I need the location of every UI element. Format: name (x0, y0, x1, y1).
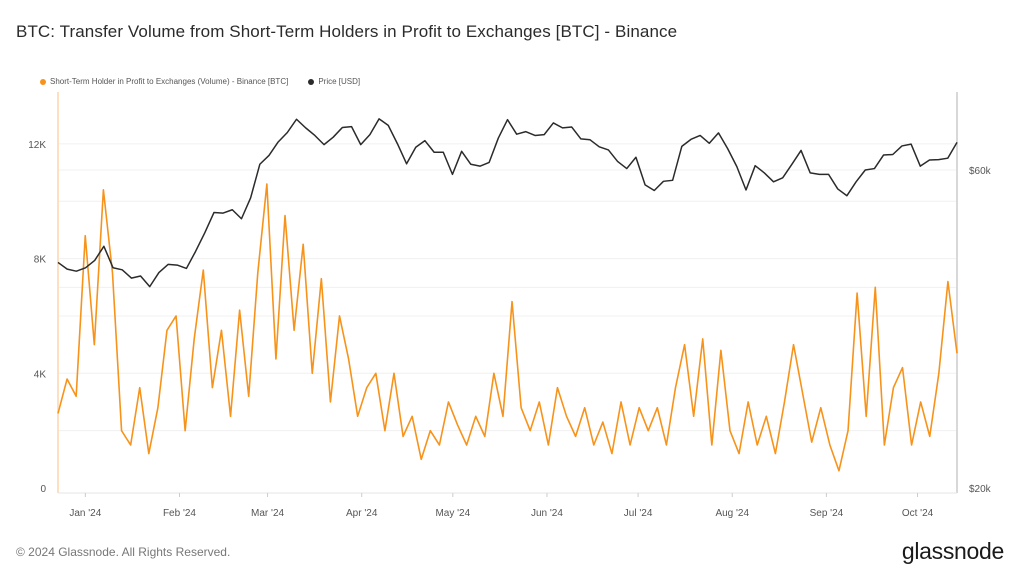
chart-title: BTC: Transfer Volume from Short-Term Hol… (16, 22, 678, 41)
y-left-tick-label: 4K (34, 369, 47, 380)
x-tick-label: Jan '24 (69, 508, 101, 519)
y-left-tick-label: 12K (28, 140, 46, 151)
x-tick-label: Jun '24 (531, 508, 563, 519)
legend-item-volume[interactable]: Short-Term Holder in Profit to Exchanges… (40, 77, 288, 86)
glassnode-logo: glassnode (901, 538, 1004, 564)
y-right-tick-label: $60k (969, 166, 992, 177)
legend-item-price[interactable]: Price [USD] (308, 77, 360, 86)
legend-price-label: Price [USD] (318, 77, 361, 86)
legend-volume-marker (40, 78, 46, 85)
x-tick-label: Sep '24 (810, 508, 844, 519)
x-tick-label: Apr '24 (346, 508, 378, 519)
x-tick-label: Mar '24 (251, 508, 284, 519)
price-series-line (57, 118, 958, 288)
y-right-tick-label: $20k (969, 484, 992, 495)
x-tick-label: Aug '24 (715, 508, 749, 519)
x-tick-label: Feb '24 (163, 508, 196, 519)
y-left-tick-label: 0 (40, 484, 46, 495)
legend: Short-Term Holder in Profit to Exchanges… (40, 77, 360, 86)
x-tick-label: May '24 (435, 508, 470, 519)
legend-volume-label: Short-Term Holder in Profit to Exchanges… (50, 77, 289, 86)
x-tick-label: Jul '24 (624, 508, 653, 519)
volume-series-line (57, 183, 958, 472)
y-left-tick-label: 8K (34, 255, 47, 266)
copyright-footer: © 2024 Glassnode. All Rights Reserved. (16, 545, 231, 559)
x-tick-label: Oct '24 (902, 508, 934, 519)
legend-price-marker (308, 78, 315, 85)
